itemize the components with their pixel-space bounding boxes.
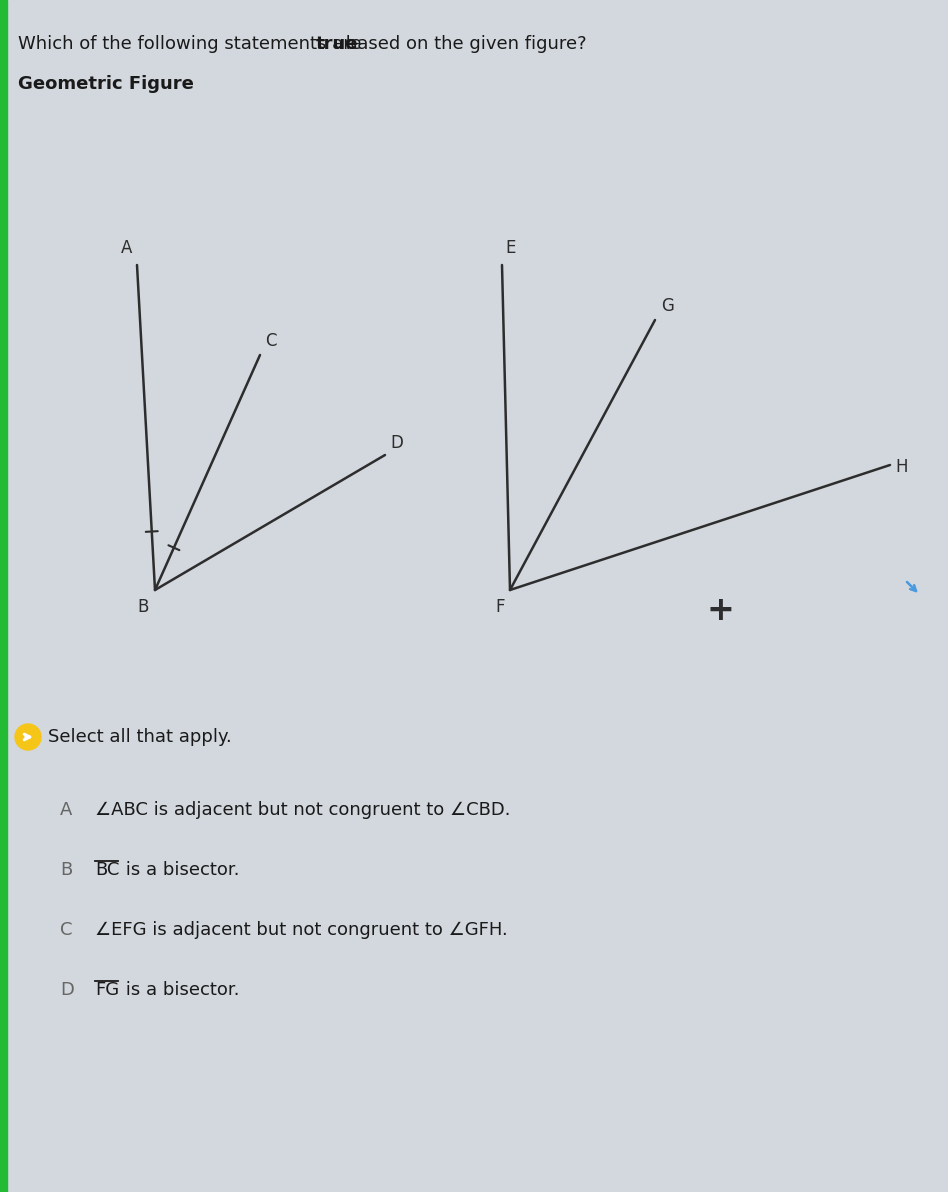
Text: FG: FG — [95, 981, 119, 999]
Text: A: A — [60, 801, 72, 819]
Text: true: true — [316, 35, 358, 52]
Text: F: F — [496, 598, 505, 616]
Text: ∠ABC is adjacent but not congruent to ∠CBD.: ∠ABC is adjacent but not congruent to ∠C… — [95, 801, 511, 819]
Text: is a bisector.: is a bisector. — [120, 861, 240, 879]
Text: based on the given figure?: based on the given figure? — [340, 35, 587, 52]
Text: Select all that apply.: Select all that apply. — [48, 728, 231, 746]
Text: ∠EFG is adjacent but not congruent to ∠GFH.: ∠EFG is adjacent but not congruent to ∠G… — [95, 921, 508, 939]
Circle shape — [15, 724, 41, 750]
Text: E: E — [505, 240, 516, 257]
Text: Geometric Figure: Geometric Figure — [18, 75, 194, 93]
Bar — [0, 0, 7, 1192]
Text: +: + — [706, 594, 734, 627]
Text: C: C — [60, 921, 72, 939]
Text: D: D — [390, 434, 403, 452]
Text: A: A — [120, 240, 132, 257]
Text: BC: BC — [95, 861, 119, 879]
Text: G: G — [661, 297, 674, 315]
Text: is a bisector.: is a bisector. — [120, 981, 240, 999]
Text: D: D — [60, 981, 74, 999]
Text: Which of the following statements are: Which of the following statements are — [18, 35, 367, 52]
Text: H: H — [895, 458, 907, 476]
Text: B: B — [60, 861, 72, 879]
Text: B: B — [137, 598, 149, 616]
Text: C: C — [265, 333, 277, 350]
